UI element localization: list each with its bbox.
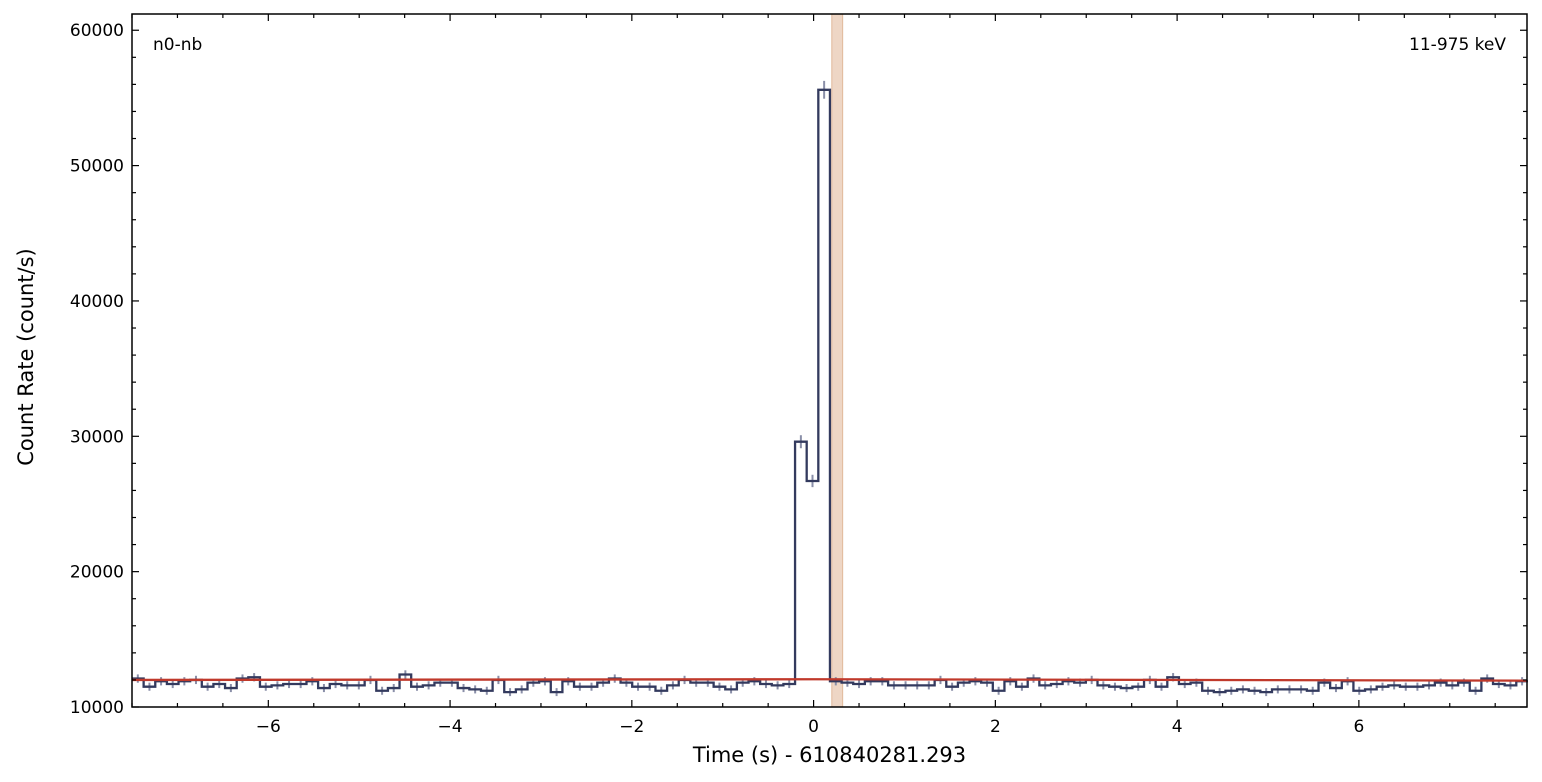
y-tick-label: 10000 xyxy=(70,698,124,718)
x-tick-label: 0 xyxy=(808,717,819,737)
y-tick-label: 60000 xyxy=(70,21,124,41)
x-tick-label: 4 xyxy=(1172,717,1183,737)
highlight-band xyxy=(831,13,844,708)
x-axis-title: Time (s) - 610840281.293 xyxy=(692,743,966,767)
series-layer xyxy=(131,88,1528,694)
x-tick-label: −4 xyxy=(438,717,463,737)
y-tick-label: 40000 xyxy=(70,292,124,312)
plot-frame xyxy=(131,13,1528,708)
x-tick-label: −6 xyxy=(256,717,281,737)
source-interval-band xyxy=(831,13,844,708)
detector-label: n0-nb xyxy=(153,35,202,55)
y-axis-ticks: 10000 20000 30000 40000 50000 60000 xyxy=(70,21,1527,718)
energy-range-label: 11-975 keV xyxy=(1409,35,1506,55)
x-tick-label: 2 xyxy=(990,717,1001,737)
x-tick-label: 6 xyxy=(1353,717,1364,737)
y-tick-label: 20000 xyxy=(70,563,124,583)
y-tick-label: 50000 xyxy=(70,157,124,177)
x-tick-label: −2 xyxy=(619,717,644,737)
x-axis-ticks: −6 −4 −2 0 2 4 6 xyxy=(131,14,1496,737)
y-tick-label: 30000 xyxy=(70,427,124,447)
background-model-line xyxy=(131,678,1528,682)
y-axis-title: Count Rate (count/s) xyxy=(14,248,38,466)
count-rate-step-line xyxy=(132,88,1528,694)
